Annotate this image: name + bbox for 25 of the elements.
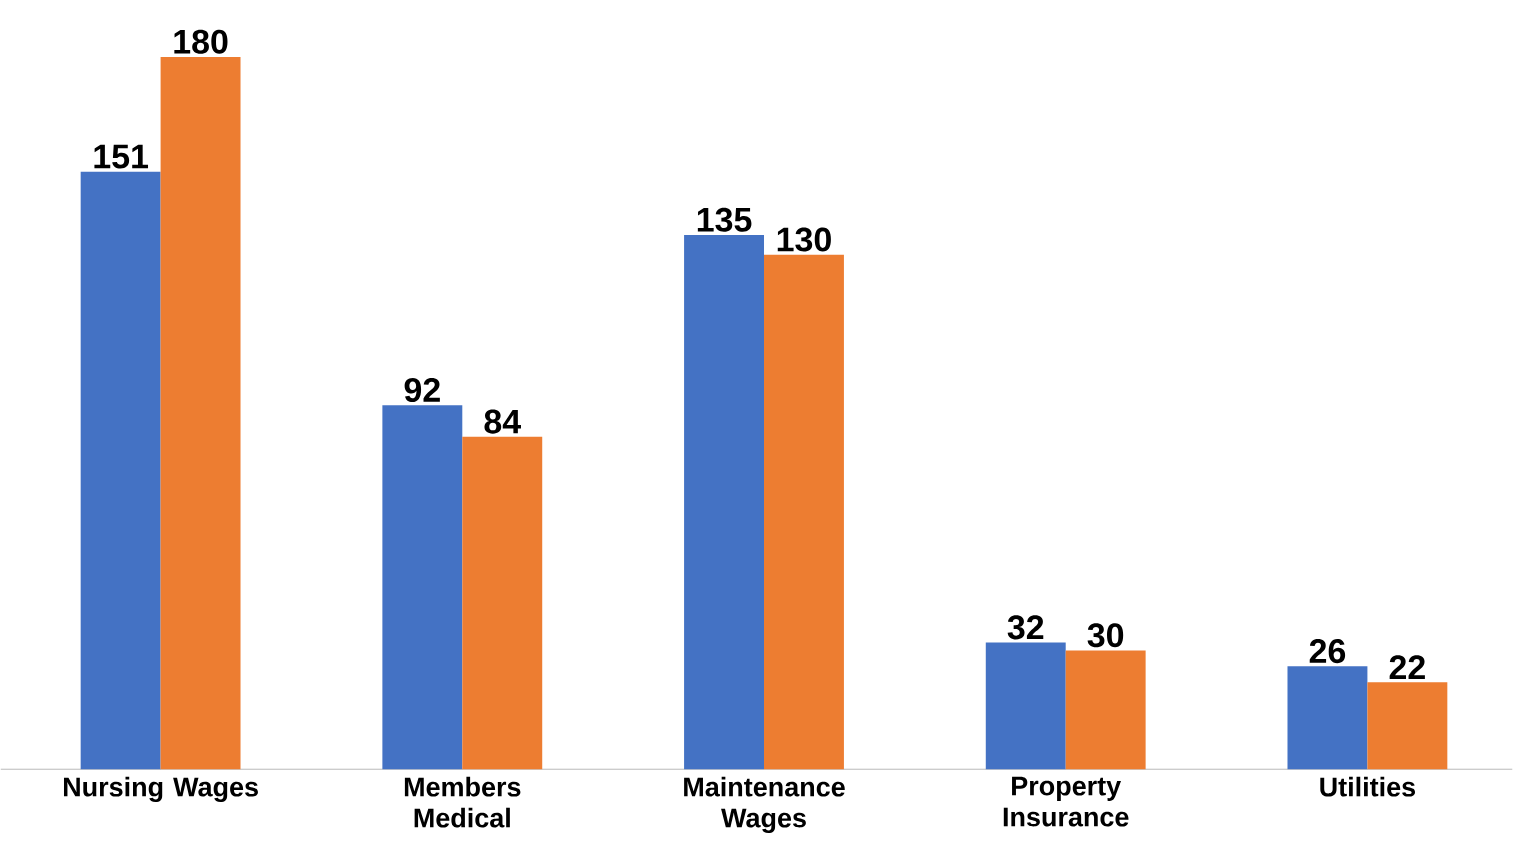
- x-tick-label: Utilities: [1320, 776, 1416, 797]
- data-label: 151: [94, 144, 149, 169]
- bar: [985, 642, 1066, 770]
- bar: [1065, 650, 1146, 770]
- data-label: 22: [1389, 655, 1425, 679]
- data-label: 92: [404, 377, 440, 402]
- x-tick-label: Property Insurance: [1003, 776, 1129, 827]
- bar: [462, 436, 543, 770]
- bar: [1287, 666, 1368, 770]
- data-label: 84: [484, 409, 521, 434]
- x-tick-label: Nursing Wages: [63, 776, 258, 802]
- data-label: 180: [174, 29, 228, 54]
- bar: [80, 171, 161, 770]
- data-label: 130: [777, 227, 831, 252]
- bar: [160, 56, 241, 770]
- x-tick-label: Members Medical: [404, 776, 521, 828]
- bar: [684, 234, 765, 770]
- bar: [382, 405, 463, 770]
- data-label: 135: [697, 207, 752, 232]
- bar: [1367, 682, 1448, 770]
- data-label: 26: [1309, 639, 1346, 664]
- bar: [764, 254, 844, 770]
- data-label: 32: [1007, 615, 1044, 640]
- data-label: 30: [1087, 623, 1124, 648]
- x-tick-label: Maintenance Wages: [684, 776, 845, 833]
